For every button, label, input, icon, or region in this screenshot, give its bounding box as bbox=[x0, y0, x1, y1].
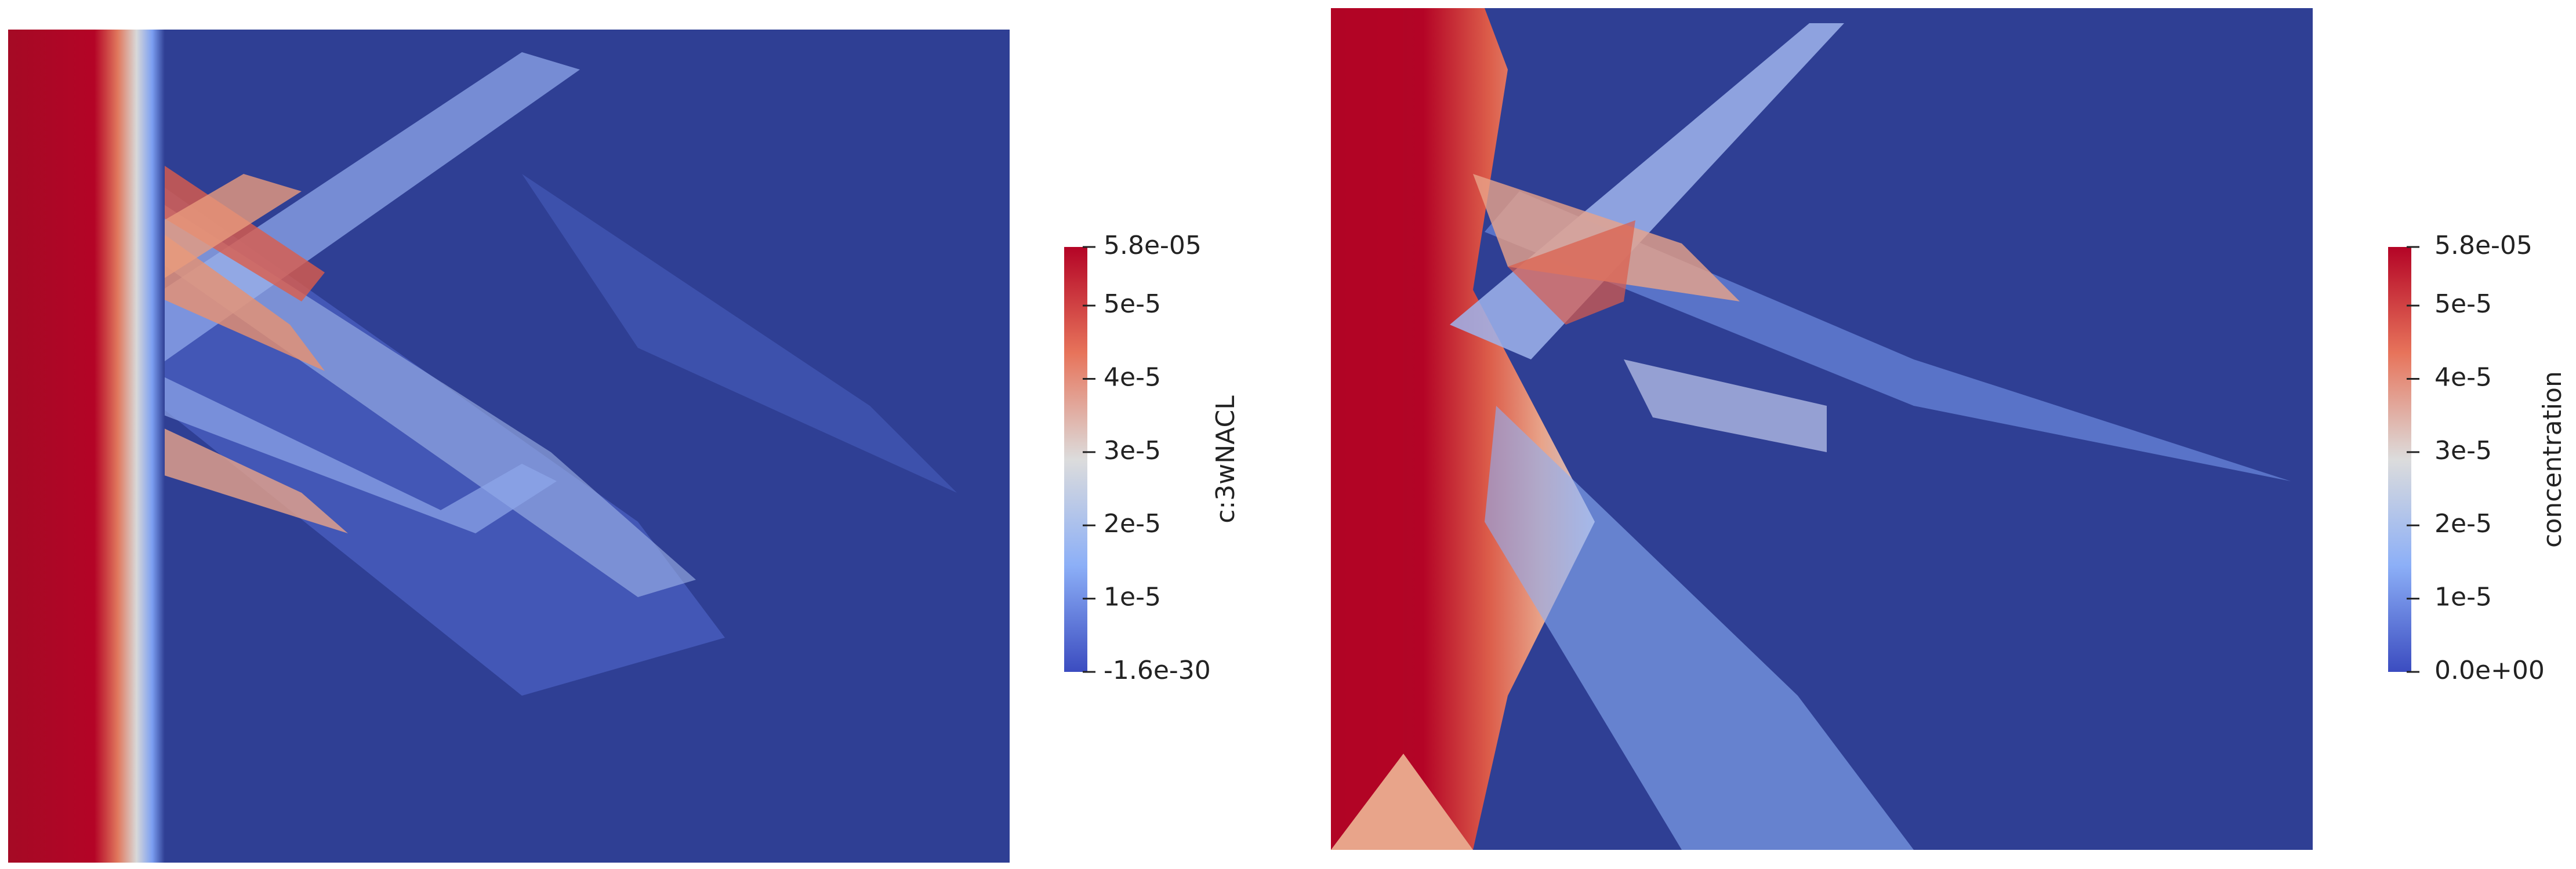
colorbar-tick-label: 2e-5 bbox=[1104, 509, 1161, 539]
colorbar-tick-label: 3e-5 bbox=[2434, 436, 2492, 466]
colorbar-tick-label: 5.8e-05 bbox=[2434, 231, 2533, 260]
field-left bbox=[8, 30, 1010, 863]
colorbar-tick-label: 5.8e-05 bbox=[1104, 231, 1202, 260]
colorbar-title: c:3wNACL bbox=[1211, 395, 1240, 523]
colorbar-tick-label: 2e-5 bbox=[2434, 509, 2492, 539]
colorbar-tick-label: 1e-5 bbox=[1104, 583, 1161, 612]
colorbar-tick-label: 4e-5 bbox=[1104, 362, 1161, 392]
colorbar bbox=[2388, 247, 2411, 672]
colorbar bbox=[1064, 247, 1087, 672]
colorbar-title: concentration bbox=[2538, 371, 2567, 548]
colorbar-tick-label: -1.6e-30 bbox=[1104, 656, 1211, 685]
colorbar-tick-label: 1e-5 bbox=[2434, 583, 2492, 612]
colorbar-tick-label: 5e-5 bbox=[2434, 289, 2492, 319]
field-right bbox=[1331, 8, 2313, 850]
colorbars: 5.8e-05 5e-5 4e-5 3e-5 2e-5 1e-5 -1.6e-30 c:3wN… bbox=[1064, 231, 2567, 685]
colorbar-tick-label: 4e-5 bbox=[2434, 362, 2492, 392]
colorbar-tick-label: 3e-5 bbox=[1104, 436, 1161, 466]
colorbar-tick-label: 5e-5 bbox=[1104, 289, 1161, 319]
colorbar-tick-label: 0.0e+00 bbox=[2434, 656, 2545, 685]
